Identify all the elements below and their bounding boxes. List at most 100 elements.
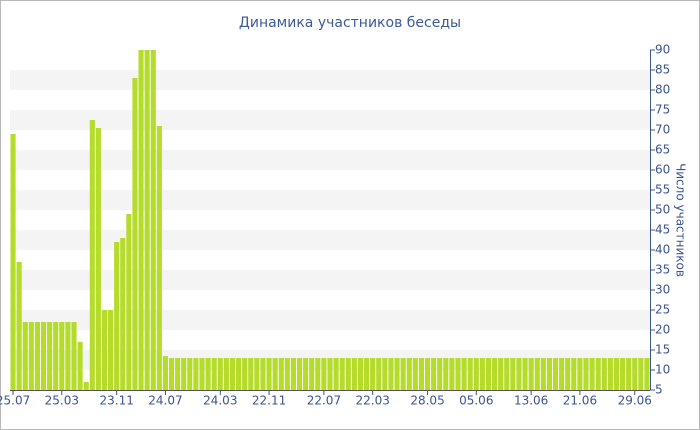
bar (229, 358, 236, 390)
bar (571, 358, 577, 390)
bar (65, 322, 71, 390)
grid-band (10, 70, 650, 90)
bar (443, 358, 449, 390)
bar (437, 358, 443, 390)
y-axis-label: Число участников (674, 163, 688, 277)
bar (546, 358, 552, 390)
bar (345, 358, 351, 390)
x-tick-label: 25.07 (0, 394, 30, 408)
y-tick-label: 65 (655, 143, 670, 157)
bar (162, 356, 168, 390)
bar (40, 322, 47, 390)
bar (528, 358, 534, 390)
bar (236, 358, 242, 390)
bar (595, 358, 601, 390)
bar (260, 358, 266, 390)
bar (522, 358, 528, 390)
bar (467, 358, 473, 390)
grid-band (10, 310, 650, 330)
bar (364, 358, 370, 390)
y-tick-label: 10 (655, 363, 670, 377)
bar (339, 358, 345, 390)
bar (382, 358, 388, 390)
y-tick-label: 45 (655, 223, 670, 237)
y-tick-label: 90 (655, 43, 670, 57)
bar (248, 358, 254, 390)
bar (498, 358, 504, 390)
bar (59, 322, 65, 390)
bar (315, 358, 321, 390)
grid-band (10, 230, 650, 250)
bar (101, 310, 108, 390)
bar (577, 358, 583, 390)
bar (53, 322, 59, 390)
y-tick-label: 80 (655, 83, 670, 97)
bar (16, 262, 22, 390)
x-tick-label: 23.11 (99, 394, 133, 408)
bar (83, 382, 89, 390)
bar (77, 342, 83, 390)
bar (565, 358, 571, 390)
bar (388, 358, 394, 390)
bar (138, 50, 144, 390)
bar (479, 358, 485, 390)
bar (485, 358, 492, 390)
bar (132, 78, 138, 390)
bar (620, 358, 626, 390)
bar (290, 358, 296, 390)
bar (552, 358, 559, 390)
bar (10, 134, 16, 390)
bar (601, 358, 607, 390)
bar (181, 358, 187, 390)
bar (418, 358, 424, 390)
y-tick-label: 20 (655, 323, 670, 337)
bar (296, 358, 303, 390)
bar (357, 358, 364, 390)
bar (534, 358, 540, 390)
x-tick-label: 21.06 (563, 394, 597, 408)
bar (89, 120, 95, 390)
bar (333, 358, 339, 390)
bar (504, 358, 510, 390)
bar (559, 358, 565, 390)
bar (540, 358, 546, 390)
bar (303, 358, 309, 390)
bar (120, 238, 126, 390)
y-tick-label: 70 (655, 123, 670, 137)
bar (126, 214, 132, 390)
x-tick-label: 24.07 (148, 394, 182, 408)
bar (114, 242, 120, 390)
bar (156, 126, 162, 390)
x-tick-label: 22.11 (252, 394, 286, 408)
x-tick-label: 05.06 (459, 394, 493, 408)
bar (351, 358, 357, 390)
bar (199, 358, 205, 390)
bar (108, 310, 114, 390)
bar (175, 358, 181, 390)
bar (583, 358, 589, 390)
bar (449, 358, 455, 390)
x-tick-label: 25.03 (45, 394, 79, 408)
bar (510, 358, 516, 390)
bar (309, 358, 315, 390)
bar (455, 358, 461, 390)
bar (424, 358, 431, 390)
grid-band (10, 190, 650, 210)
bar (473, 358, 479, 390)
bar (431, 358, 437, 390)
bar (613, 358, 620, 390)
y-tick-label: 15 (655, 343, 670, 357)
bar (607, 358, 613, 390)
bar (284, 358, 290, 390)
bar (211, 358, 217, 390)
bar (644, 358, 650, 390)
bar (28, 322, 34, 390)
y-tick-label: 55 (655, 183, 670, 197)
bar (144, 50, 150, 390)
y-tick-label: 25 (655, 303, 670, 317)
bar (638, 358, 644, 390)
bar (370, 358, 376, 390)
bar (254, 358, 260, 390)
bar (266, 358, 272, 390)
